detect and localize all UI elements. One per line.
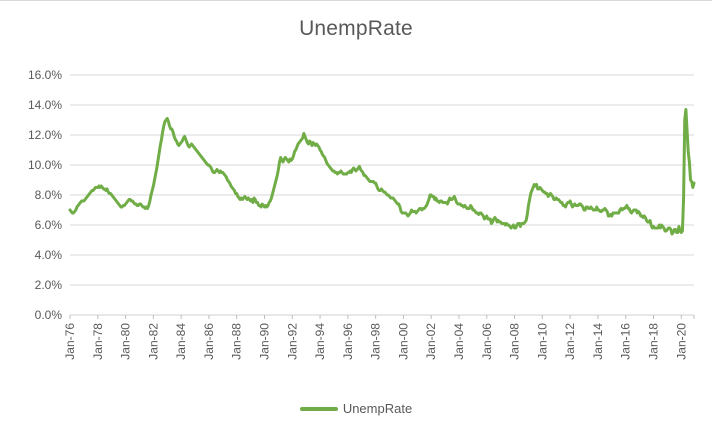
- x-tick-label: Jan-96: [341, 323, 355, 360]
- x-tick-label: Jan-98: [369, 323, 383, 360]
- legend: UnempRate: [0, 401, 712, 416]
- y-tick-label: 12.0%: [28, 128, 62, 142]
- x-tick-label: Jan-06: [480, 323, 494, 360]
- x-tick-label: Jan-86: [202, 323, 216, 360]
- x-tick-label: Jan-84: [174, 323, 188, 360]
- x-tick-label: Jan-14: [591, 323, 605, 360]
- y-tick-label: 8.0%: [35, 188, 63, 202]
- chart-title: UnempRate: [299, 17, 413, 40]
- x-tick-label: Jan-12: [563, 323, 577, 360]
- y-axis-labels: 0.0% 2.0% 4.0% 6.0% 8.0% 10.0% 12.0% 14.0% 16.0%: [28, 68, 62, 322]
- legend-line-swatch: [299, 406, 338, 411]
- x-tick-label: Jan-88: [230, 323, 244, 360]
- y-tick-label: 6.0%: [35, 218, 63, 232]
- x-tick-label: Jan-02: [424, 323, 438, 360]
- gridlines: [70, 74, 694, 316]
- x-tick-label: Jan-16: [619, 323, 633, 360]
- y-tick-label: 16.0%: [28, 68, 62, 82]
- x-tick-label: Jan-78: [91, 323, 105, 360]
- x-tick-label: Jan-94: [313, 323, 327, 360]
- x-axis-labels: Jan-76 Jan-78 Jan-80 Jan-82 Jan-84 Jan-86 Jan-…: [63, 323, 688, 360]
- y-tick-label: 0.0%: [35, 308, 63, 322]
- x-tick-label: Jan-80: [119, 323, 133, 360]
- y-tick-label: 14.0%: [28, 98, 62, 112]
- legend-series-label: UnempRate: [342, 401, 413, 416]
- x-tick-label: Jan-04: [452, 323, 466, 360]
- x-tick-label: Jan-90: [257, 323, 271, 360]
- x-tick-label: Jan-76: [63, 323, 77, 360]
- y-tick-label: 10.0%: [28, 158, 62, 172]
- x-tick-label: Jan-92: [285, 323, 299, 360]
- x-tick-label: Jan-00: [396, 323, 410, 360]
- x-tick-label: Jan-10: [535, 323, 549, 360]
- y-tick-label: 4.0%: [35, 248, 63, 262]
- y-tick-label: 2.0%: [35, 278, 63, 292]
- x-tick-label: Jan-20: [674, 323, 688, 360]
- unemprate-line: [68, 108, 696, 236]
- x-tick-label: Jan-18: [646, 323, 660, 360]
- x-axis: [69, 314, 695, 319]
- x-tick-label: Jan-08: [508, 323, 522, 360]
- x-tick-label: Jan-82: [146, 323, 160, 360]
